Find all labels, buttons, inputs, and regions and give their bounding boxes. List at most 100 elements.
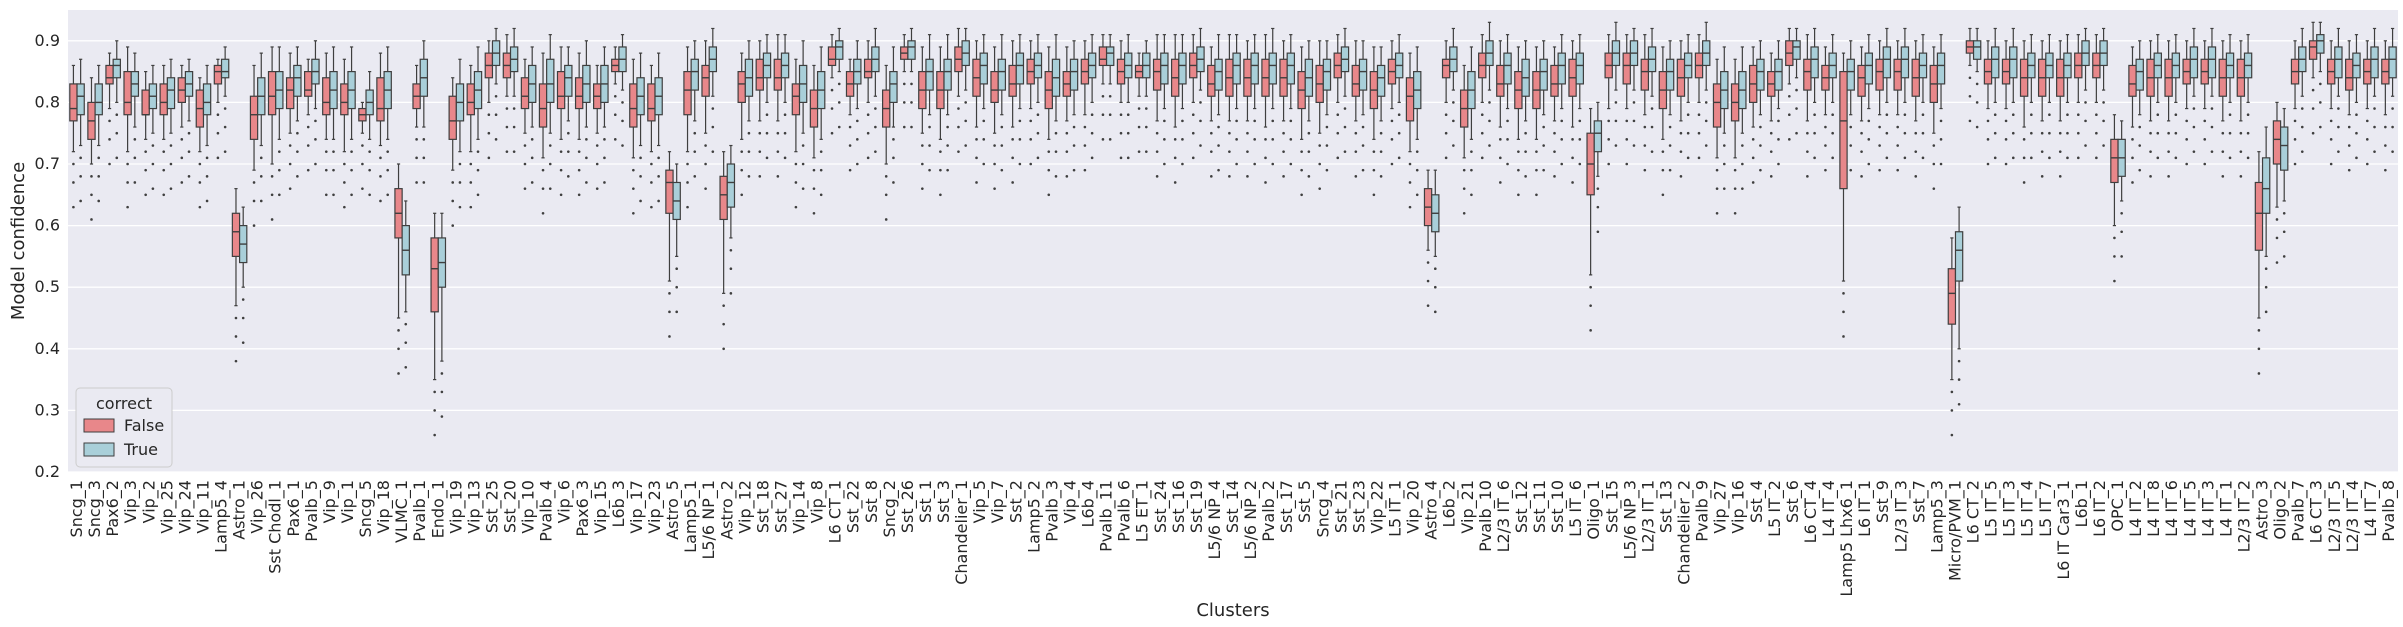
outlier-point <box>2095 113 2098 117</box>
outlier-point <box>1126 113 1130 117</box>
box-false <box>1929 46 1939 190</box>
outlier-point <box>1289 138 1293 141</box>
x-tick-label: Pvalb_1 <box>410 480 430 542</box>
x-tick-label: Sst Chodl_1 <box>266 480 286 574</box>
box-body <box>990 70 999 103</box>
box-true <box>1160 34 1169 166</box>
outlier-point <box>1361 125 1365 129</box>
outlier-point <box>921 144 924 147</box>
x-tick-label: Vip_20 <box>1404 480 1424 534</box>
box-false <box>936 46 945 197</box>
outlier-point <box>1517 150 1520 153</box>
outlier-point <box>223 125 227 129</box>
outlier-point <box>2192 150 2196 153</box>
outlier-point <box>1480 131 1484 135</box>
outlier-point <box>1452 144 1455 147</box>
box-true <box>1936 34 1946 166</box>
box-true <box>1033 34 1043 160</box>
outlier-point <box>928 125 931 129</box>
outlier-point <box>675 310 678 314</box>
outlier-point <box>451 199 455 203</box>
outlier-point <box>2275 218 2279 221</box>
x-tick-label: L5 IT_6 <box>1566 480 1586 537</box>
outlier-point <box>397 372 400 375</box>
x-tick-label: L5/6 NP_4 <box>1205 480 1225 560</box>
x-tick-label: Pvalb_2 <box>1259 480 1279 542</box>
outlier-point <box>314 162 317 166</box>
x-tick-label: L5 IT_1 <box>1386 480 1406 537</box>
outlier-point <box>1173 181 1177 184</box>
outlier-point <box>1217 144 1220 147</box>
outlier-point <box>1668 168 1672 172</box>
outlier-point <box>2384 168 2387 172</box>
outlier-point <box>740 150 744 153</box>
box-true <box>1250 34 1259 166</box>
x-tick-label: Vip_1 <box>338 480 358 523</box>
outlier-point <box>856 138 859 141</box>
outlier-point <box>1181 119 1184 123</box>
outlier-point <box>433 433 436 437</box>
x-tick-label: Sst_3 <box>934 480 954 523</box>
outlier-point <box>1813 156 1816 160</box>
box-false <box>1098 34 1108 141</box>
x-tick-label: Vip_21 <box>1458 480 1478 534</box>
box-body <box>1864 52 1873 85</box>
outlier-point <box>1163 162 1166 166</box>
outlier-point <box>1155 150 1159 153</box>
outlier-point <box>2210 125 2214 129</box>
outlier-point <box>1126 156 1130 160</box>
box-body <box>213 64 223 85</box>
x-tick-label: L6 IT_1 <box>1855 480 1875 537</box>
outlier-point <box>1722 162 1726 166</box>
outlier-point <box>2228 113 2232 117</box>
box-body <box>1792 40 1801 60</box>
outlier-point <box>433 409 436 412</box>
outlier-point <box>1108 113 1112 117</box>
outlier-point <box>1181 162 1184 166</box>
box-series <box>69 21 2397 437</box>
box-body <box>629 83 638 128</box>
box-true <box>329 46 338 197</box>
box-body <box>2272 120 2282 165</box>
box-body <box>1640 58 1650 91</box>
outlier-point <box>613 113 617 117</box>
outlier-point <box>613 94 617 98</box>
outlier-point <box>874 150 877 153</box>
outlier-point <box>1831 156 1834 160</box>
outlier-point <box>747 131 751 135</box>
box-body <box>690 58 699 91</box>
outlier-point <box>1217 168 1220 172</box>
outlier-point <box>982 138 986 141</box>
outlier-point <box>151 162 155 166</box>
outlier-point <box>1343 125 1347 129</box>
x-tick-label: Vip_26 <box>248 480 268 534</box>
x-tick-label: Astro_3 <box>2253 480 2273 540</box>
outlier-point <box>1878 168 1881 172</box>
outlier-point <box>1632 101 1636 104</box>
outlier-point <box>1235 119 1238 123</box>
outlier-point <box>1903 156 1907 160</box>
outlier-point <box>668 292 671 295</box>
outlier-point <box>205 175 209 178</box>
outlier-point <box>1722 187 1726 190</box>
box-true <box>1015 34 1025 166</box>
box-body <box>141 89 150 116</box>
outlier-point <box>1199 144 1202 147</box>
box-true <box>1991 27 2000 160</box>
outlier-point <box>1524 131 1527 135</box>
outlier-point <box>1452 119 1455 123</box>
outlier-point <box>1596 187 1600 190</box>
outlier-point <box>812 211 816 215</box>
box-body <box>1286 52 1296 85</box>
x-tick-label: L6 CT_2 <box>1964 480 1984 543</box>
outlier-point <box>415 156 418 160</box>
box-true <box>2316 21 2325 129</box>
outlier-point <box>2084 101 2087 104</box>
box-true <box>112 40 121 160</box>
outlier-point <box>595 144 599 147</box>
x-tick-label: Vip_10 <box>519 480 539 534</box>
x-tick-label: Vip_8 <box>808 480 828 523</box>
box-true <box>1413 46 1422 197</box>
box-body <box>2135 58 2144 91</box>
outlier-point <box>1119 113 1123 117</box>
